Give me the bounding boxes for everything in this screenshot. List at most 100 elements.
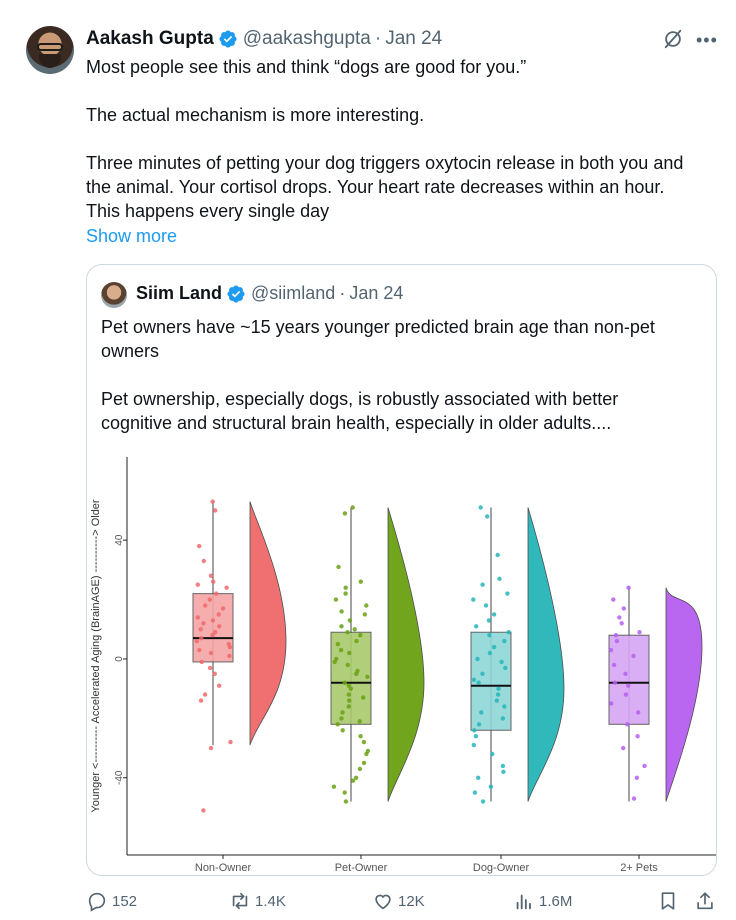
author-name[interactable]: Aakash Gupta — [86, 28, 214, 49]
separator: · — [374, 28, 382, 49]
data-point — [207, 597, 212, 602]
data-point — [216, 612, 221, 617]
quote-author-handle[interactable]: @siimland — [251, 283, 336, 303]
tweet-paragraph-3: Three minutes of petting your dog trigge… — [86, 153, 684, 221]
data-point — [346, 692, 351, 697]
data-point — [198, 698, 204, 703]
data-point — [224, 585, 229, 590]
brainage-raincloud-chart[interactable]: 40 0 -40 Younger <---------- Accelerated Ag… — [87, 445, 716, 875]
data-point — [642, 763, 647, 769]
data-point — [491, 644, 497, 650]
box-iqr — [330, 631, 372, 725]
data-point — [227, 644, 233, 650]
data-point — [361, 695, 366, 700]
data-point — [208, 745, 214, 751]
data-point — [621, 745, 626, 751]
x-tick-label: Non-Owner — [195, 862, 252, 874]
data-point — [340, 710, 345, 715]
data-point — [475, 656, 480, 662]
author-handle[interactable]: @aakashgupta — [242, 28, 371, 49]
data-point — [342, 680, 347, 685]
more-icon[interactable]: ••• — [696, 30, 718, 50]
data-point — [199, 659, 204, 665]
data-point — [479, 710, 484, 715]
data-point — [476, 775, 481, 780]
data-point — [503, 665, 508, 671]
views-button[interactable]: 1.6M — [513, 890, 572, 912]
y-axis-label: Younger <---------- Accelerated Aging (B… — [90, 499, 102, 813]
reply-count: 152 — [112, 892, 138, 910]
data-point — [345, 662, 350, 668]
grok-icon[interactable] — [662, 28, 684, 50]
data-point — [346, 704, 351, 709]
data-point — [210, 499, 215, 504]
data-point — [480, 671, 485, 676]
density-half-violin — [249, 501, 287, 746]
data-point — [342, 511, 348, 516]
data-point — [331, 784, 337, 789]
data-point — [347, 650, 352, 656]
data-point — [619, 621, 624, 626]
show-more-link[interactable]: Show more — [86, 226, 178, 246]
box-iqr — [608, 634, 650, 725]
bookmark-button[interactable] — [657, 890, 683, 912]
data-point — [612, 680, 618, 685]
data-point — [212, 671, 217, 676]
data-point — [500, 763, 506, 769]
data-point — [621, 606, 626, 611]
data-point — [343, 585, 348, 590]
data-point — [613, 633, 619, 638]
density-half-violin — [387, 507, 425, 802]
data-point — [354, 638, 359, 644]
tweet-date[interactable]: Jan 24 — [385, 28, 443, 49]
data-point — [336, 564, 341, 570]
avatar-beard — [39, 54, 61, 68]
data-point — [194, 638, 199, 644]
y-tick-label: -40 — [114, 770, 125, 785]
quoted-tweet-card[interactable]: Siim Land @siimland · Jan 24 Pet owners … — [86, 264, 717, 876]
data-point — [352, 627, 357, 632]
data-point — [499, 659, 504, 665]
repost-button[interactable]: 1.4K — [229, 890, 286, 912]
data-point — [362, 612, 367, 617]
quote-author-name[interactable]: Siim Land — [136, 283, 223, 303]
reply-button[interactable]: 152 — [86, 890, 137, 912]
data-point — [213, 508, 218, 513]
y-tick-label: 0 — [114, 656, 125, 662]
data-point — [357, 766, 363, 772]
data-point — [608, 647, 614, 653]
data-point — [201, 558, 206, 564]
data-point — [473, 734, 479, 739]
data-point — [635, 734, 640, 739]
data-point — [227, 653, 232, 659]
quote-date[interactable]: Jan 24 — [349, 283, 404, 303]
data-point — [202, 692, 208, 697]
data-point — [364, 751, 369, 757]
data-point — [350, 778, 356, 783]
data-point — [611, 662, 617, 668]
data-point — [500, 716, 506, 721]
data-point — [201, 808, 206, 813]
data-point — [488, 784, 493, 789]
data-point — [495, 552, 500, 558]
data-point — [361, 739, 367, 745]
share-icon — [697, 892, 713, 910]
tweet-text: Most people see this and think “dogs are… — [86, 55, 716, 223]
data-point — [487, 633, 492, 638]
data-point — [631, 653, 636, 659]
data-point — [634, 775, 639, 780]
data-point — [494, 698, 499, 703]
action-bar: 152 1.4K 12K 1.6M — [0, 890, 736, 920]
data-point — [197, 647, 202, 653]
data-point — [347, 618, 353, 623]
share-button[interactable] — [694, 890, 720, 912]
data-point — [486, 618, 492, 623]
quote-author-avatar[interactable] — [101, 282, 127, 308]
data-point — [335, 641, 341, 647]
data-point — [614, 638, 620, 644]
like-button[interactable]: 12K — [372, 890, 425, 912]
data-point — [471, 677, 477, 682]
data-point — [228, 739, 233, 745]
data-point — [472, 790, 478, 795]
author-avatar[interactable] — [26, 26, 74, 74]
